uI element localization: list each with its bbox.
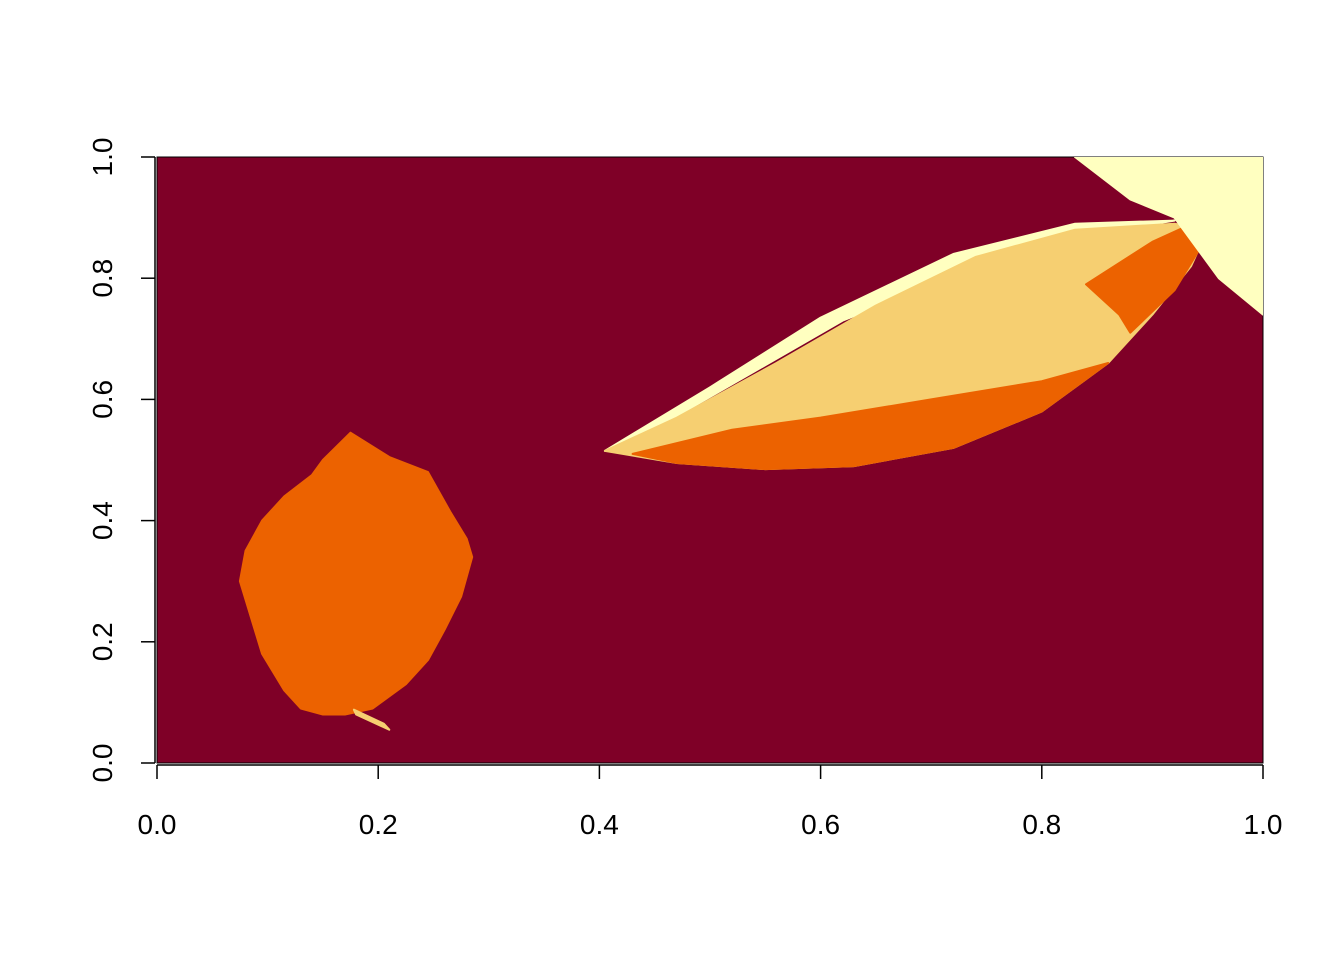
region-leaf-round	[238, 431, 474, 716]
x-tick-label: 0.4	[580, 809, 619, 840]
y-axis: 0.0 0.2 0.4 0.6 0.8 1.0	[87, 138, 156, 783]
region-leaf-long-highlight	[603, 219, 1176, 452]
region-leaf-long-tip	[1085, 225, 1209, 334]
x-axis: 0.0 0.2 0.4 0.6 0.8 1.0	[138, 764, 1283, 840]
heatmap-regions	[238, 157, 1263, 731]
region-glare-corner	[1074, 157, 1263, 316]
x-tick-label: 0.0	[138, 809, 177, 840]
x-tick-label: 0.8	[1022, 809, 1061, 840]
y-tick-label: 0.6	[87, 380, 118, 419]
x-tick-label: 1.0	[1244, 809, 1283, 840]
y-tick-label: 0.2	[87, 622, 118, 661]
x-tick-label: 0.6	[801, 809, 840, 840]
y-tick-label: 1.0	[87, 138, 118, 177]
y-tick-label: 0.8	[87, 259, 118, 298]
y-tick-label: 0.4	[87, 501, 118, 540]
y-tick-label: 0.0	[87, 744, 118, 783]
region-leaf-stem	[352, 708, 391, 731]
x-tick-label: 0.2	[359, 809, 398, 840]
region-leaf-long-underside	[631, 362, 1110, 471]
